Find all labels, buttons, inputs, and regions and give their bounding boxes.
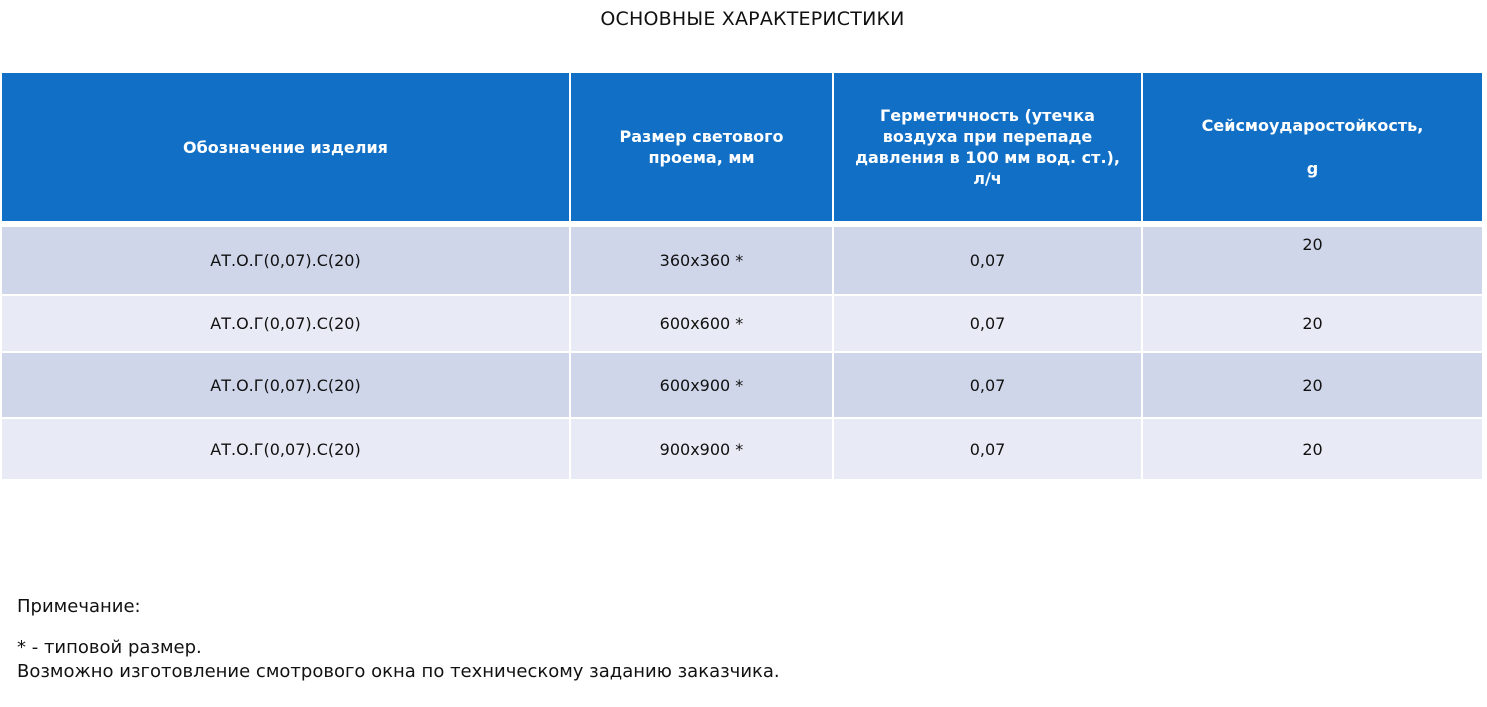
cell-opening-size: 900х900 * (570, 418, 834, 481)
header-air-tightness: Герметичность (утечка воздуха при перепа… (833, 73, 1143, 227)
notes-heading: Примечание: (17, 596, 141, 617)
cell-seismic-resistance: 20 (1142, 224, 1482, 296)
cell-air-tightness: 0,07 (833, 352, 1143, 419)
header-opening-size: Размер светового проема, мм (570, 73, 834, 227)
header-seismic-label: Сейсмоударостойкость, (1201, 116, 1424, 135)
cell-air-tightness: 0,07 (833, 418, 1143, 481)
note-typical-size: * - типовой размер. (17, 637, 202, 658)
table-row: АТ.О.Г(0,07).С(20) 900х900 * 0,07 20 (2, 418, 1482, 481)
specs-table: Обозначение изделия Размер светового про… (2, 73, 1482, 481)
cell-seismic-resistance: 20 (1142, 295, 1482, 353)
header-product-designation: Обозначение изделия (2, 73, 571, 227)
table-row: АТ.О.Г(0,07).С(20) 360х360 * 0,07 20 (2, 224, 1482, 296)
note-custom-order: Возможно изготовление смотрового окна по… (17, 661, 780, 682)
table-row: АТ.О.Г(0,07).С(20) 600х900 * 0,07 20 (2, 352, 1482, 419)
cell-designation: АТ.О.Г(0,07).С(20) (2, 418, 571, 481)
cell-air-tightness: 0,07 (833, 295, 1143, 353)
cell-designation: АТ.О.Г(0,07).С(20) (2, 295, 571, 353)
cell-air-tightness: 0,07 (833, 224, 1143, 296)
cell-designation: АТ.О.Г(0,07).С(20) (2, 352, 571, 419)
table-row: АТ.О.Г(0,07).С(20) 600х600 * 0,07 20 (2, 295, 1482, 353)
page-title: ОСНОВНЫЕ ХАРАКТЕРИСТИКИ (600, 8, 905, 30)
notes-section: Примечание: * - типовой размер. Возможно… (17, 595, 780, 684)
cell-opening-size: 600х900 * (570, 352, 834, 419)
cell-designation: АТ.О.Г(0,07).С(20) (2, 224, 571, 296)
cell-opening-size: 360х360 * (570, 224, 834, 296)
table-header-row: Обозначение изделия Размер светового про… (2, 73, 1482, 227)
header-seismic-unit: g (1306, 159, 1319, 178)
cell-opening-size: 600х600 * (570, 295, 834, 353)
cell-seismic-resistance: 20 (1142, 352, 1482, 419)
cell-seismic-resistance: 20 (1142, 418, 1482, 481)
header-seismic-resistance: Сейсмоударостойкость, g (1142, 73, 1482, 227)
